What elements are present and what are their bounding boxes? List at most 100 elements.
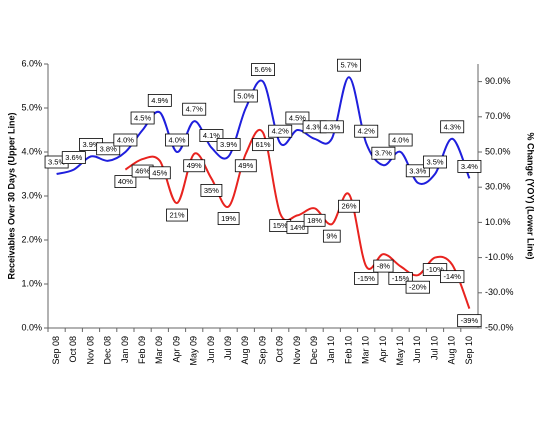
data-label: 49% <box>238 161 253 170</box>
data-label: 45% <box>152 168 167 177</box>
x-tick-label: May 10 <box>395 336 405 366</box>
label-box <box>113 133 138 147</box>
data-label: 3.7% <box>375 149 392 158</box>
label-box <box>440 270 465 284</box>
data-label: 3.4% <box>461 162 478 171</box>
label-box <box>182 102 207 116</box>
label-box <box>354 124 379 138</box>
y-tick-label: 5.0% <box>21 102 42 112</box>
y2-tick-label: 10.0% <box>485 217 511 227</box>
data-label: 26% <box>341 202 356 211</box>
label-box <box>200 183 223 197</box>
y2-tick-label: 70.0% <box>485 111 511 121</box>
x-tick-label: Aug 10 <box>447 336 457 365</box>
data-label: 15% <box>273 221 288 230</box>
data-label: 4.0% <box>117 135 134 144</box>
y2-tick-label: 30.0% <box>485 182 511 192</box>
label-box <box>183 159 206 173</box>
y2-tick-label: -30.0% <box>485 287 514 297</box>
label-box <box>114 175 137 189</box>
data-label: 5.0% <box>237 91 254 100</box>
y2-tick-label: 90.0% <box>485 76 511 86</box>
label-box <box>165 133 189 147</box>
data-label: 3.6% <box>65 153 82 162</box>
label-box <box>405 280 430 294</box>
data-label: -15% <box>357 274 375 283</box>
data-label: 4.0% <box>392 135 409 144</box>
x-tick-label: Jan 10 <box>326 336 336 363</box>
x-tick-label: Sep 10 <box>464 336 474 365</box>
data-label: 35% <box>204 186 219 195</box>
data-label: 3.3% <box>409 166 426 175</box>
x-tick-label: Feb 09 <box>137 336 147 364</box>
x-tick-label: Sep 09 <box>257 336 267 365</box>
label-box <box>319 120 344 134</box>
y-tick-label: 6.0% <box>21 58 42 68</box>
x-tick-label: Oct 09 <box>275 336 285 363</box>
data-label: 46% <box>135 167 150 176</box>
data-label: 3.9% <box>82 140 99 149</box>
label-box <box>371 146 396 160</box>
label-box <box>337 58 361 72</box>
data-label: -8% <box>377 262 391 271</box>
x-tick-label: Dec 08 <box>103 336 113 365</box>
data-label: 61% <box>255 140 270 149</box>
label-box <box>388 133 413 147</box>
data-label: 3.5% <box>426 157 443 166</box>
label-box <box>233 89 258 103</box>
label-box <box>322 229 341 243</box>
data-label: 5.6% <box>254 65 271 74</box>
data-label: 4.2% <box>272 127 289 136</box>
label-box <box>216 137 241 151</box>
y2-tick-label: 50.0% <box>485 146 511 156</box>
data-label: 4.1% <box>203 131 220 140</box>
label-box <box>338 199 360 213</box>
data-label: 4.5% <box>134 113 151 122</box>
label-box <box>440 120 465 134</box>
x-tick-label: Jul 10 <box>429 336 439 360</box>
label-box <box>457 159 482 173</box>
x-tick-label: Apr 09 <box>171 336 181 363</box>
label-box <box>457 314 482 328</box>
y-axis-label: Receivables Over 30 Days (Upper Line) <box>6 112 16 279</box>
label-box <box>373 259 394 273</box>
y-tick-label: 4.0% <box>21 146 42 156</box>
label-box <box>303 213 326 227</box>
x-tick-label: May 09 <box>189 336 199 366</box>
x-tick-label: Jul 09 <box>223 336 233 360</box>
x-tick-label: Jan 09 <box>120 336 130 363</box>
data-label: -14% <box>443 272 461 281</box>
y-tick-label: 2.0% <box>21 234 42 244</box>
data-label: -39% <box>461 316 479 325</box>
x-tick-label: Jun 10 <box>412 336 422 363</box>
data-label: 21% <box>169 211 184 220</box>
data-label: 3.9% <box>220 140 237 149</box>
y-tick-label: 0.0% <box>21 322 42 332</box>
data-label: -20% <box>409 283 427 292</box>
label-box <box>251 63 275 76</box>
data-label: 18% <box>307 216 322 225</box>
x-tick-label: Aug 09 <box>240 336 250 365</box>
y2-tick-label: -50.0% <box>485 322 514 332</box>
data-label: 3.5% <box>48 157 65 166</box>
x-tick-label: Sep 08 <box>51 336 61 365</box>
data-label: 4.0% <box>168 135 185 144</box>
x-tick-label: Jun 09 <box>206 336 216 363</box>
label-box <box>147 94 172 107</box>
y2-axis-label: % Change (YOY) (Lower Line) <box>526 132 536 259</box>
data-label: 3.8% <box>100 144 117 153</box>
label-box <box>130 111 155 125</box>
data-label: 40% <box>118 177 133 186</box>
x-tick-label: Mar 10 <box>361 336 371 364</box>
label-box <box>286 220 309 234</box>
label-box <box>166 208 188 222</box>
data-label: 4.3% <box>444 122 461 131</box>
x-tick-label: Apr 10 <box>378 336 388 363</box>
data-label: 4.9% <box>151 96 168 105</box>
data-label: 4.3% <box>323 122 340 131</box>
y-tick-label: 1.0% <box>21 278 42 288</box>
data-label: 19% <box>221 214 236 223</box>
data-label: 14% <box>290 223 305 232</box>
data-label: 49% <box>187 161 202 170</box>
